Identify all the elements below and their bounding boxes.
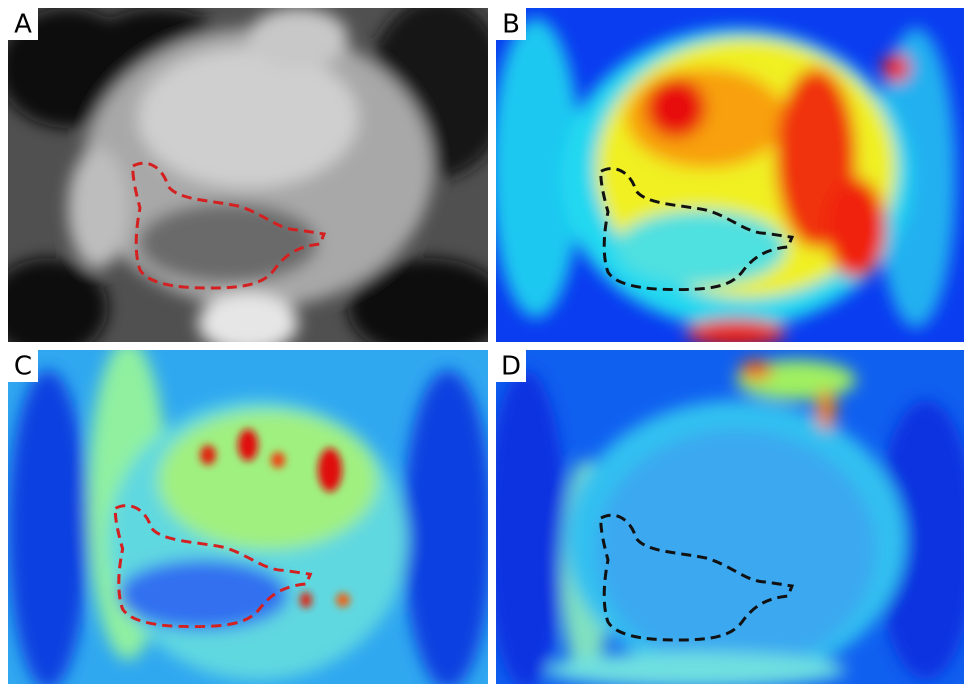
panel-label: B	[502, 10, 520, 40]
panel-b-image	[491, 8, 964, 347]
panel-c-image	[8, 340, 493, 684]
figure: A B C D	[0, 0, 964, 684]
panel-label: D	[501, 352, 521, 382]
panel-a-image	[0, 0, 508, 358]
panel-label: A	[14, 10, 32, 40]
panel-label: C	[14, 352, 32, 382]
panel-d-image	[486, 350, 964, 684]
gutter	[0, 342, 964, 350]
